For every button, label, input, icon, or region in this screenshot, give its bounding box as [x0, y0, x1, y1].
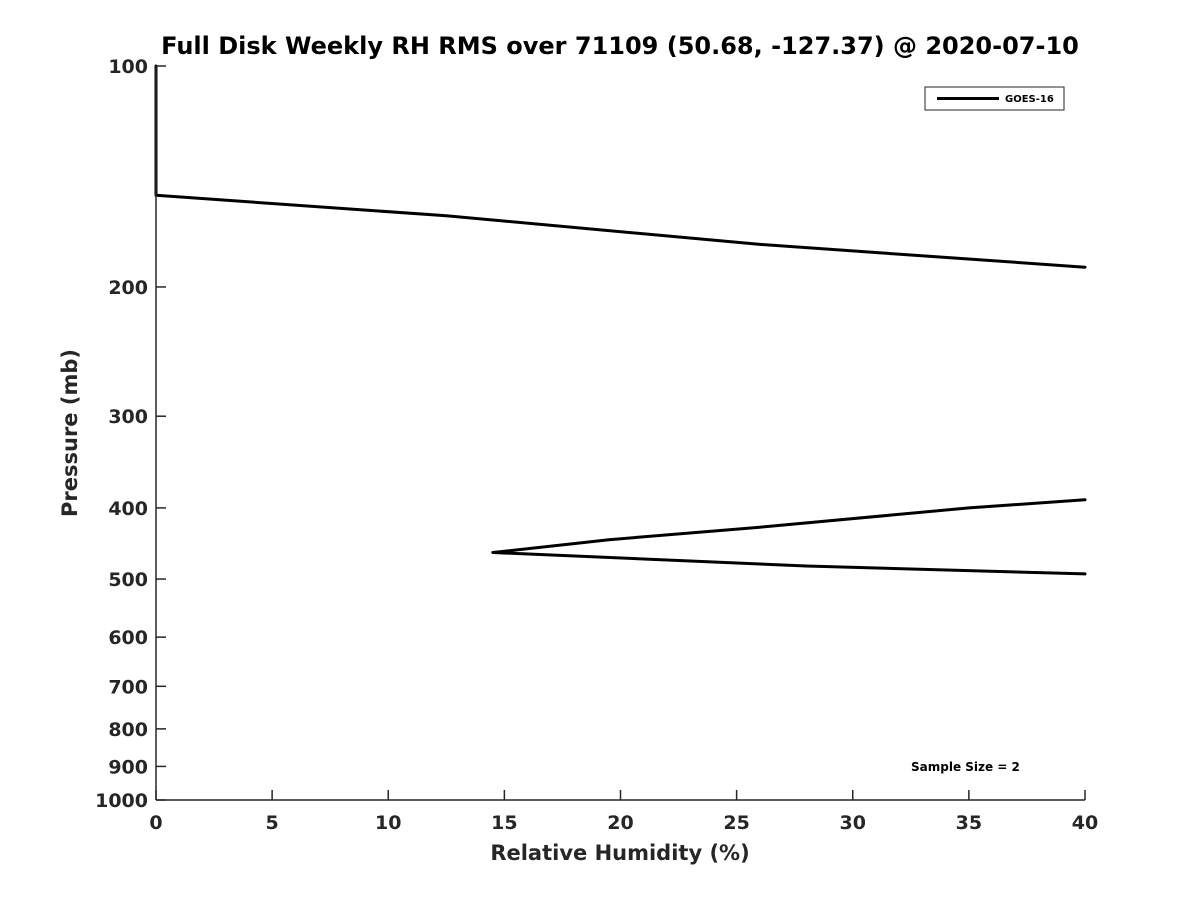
y-tick-label: 100 [108, 56, 148, 78]
y-tick-label: 700 [108, 676, 148, 698]
y-tick-label: 1000 [95, 790, 148, 812]
x-tick-label: 0 [149, 812, 162, 834]
y-tick-label: 800 [108, 719, 148, 741]
x-tick-label: 20 [607, 812, 633, 834]
x-tick-label: 25 [723, 812, 749, 834]
x-axis-ticks: 0 5 10 15 20 25 30 35 40 [149, 790, 1098, 834]
y-axis-ticks: 100 200 300 400 500 600 700 800 900 1000 [95, 56, 166, 812]
x-tick-label: 40 [1072, 812, 1098, 834]
plot-area [154, 64, 1087, 576]
x-tick-label: 15 [491, 812, 517, 834]
x-tick-label: 10 [375, 812, 401, 834]
x-tick-label: 5 [266, 812, 279, 834]
legend-label-goes-16: GOES-16 [1005, 94, 1054, 105]
x-axis-label: Relative Humidity (%) [490, 841, 749, 865]
x-tick-label: 30 [840, 812, 866, 834]
y-tick-label: 600 [108, 627, 148, 649]
y-axis-label: Pressure (mb) [58, 349, 82, 517]
y-tick-label: 300 [108, 406, 148, 428]
y-tick-label: 200 [108, 277, 148, 299]
series-line-goes-16 [491, 498, 1087, 576]
legend: GOES-16 [924, 86, 1065, 111]
sample-size-annotation: Sample Size = 2 [911, 760, 1020, 774]
y-tick-label: 900 [108, 756, 148, 778]
y-tick-label: 500 [108, 569, 148, 591]
chart-title: Full Disk Weekly RH RMS over 71109 (50.6… [161, 32, 1079, 60]
y-tick-label: 400 [108, 498, 148, 520]
x-tick-label: 35 [956, 812, 982, 834]
